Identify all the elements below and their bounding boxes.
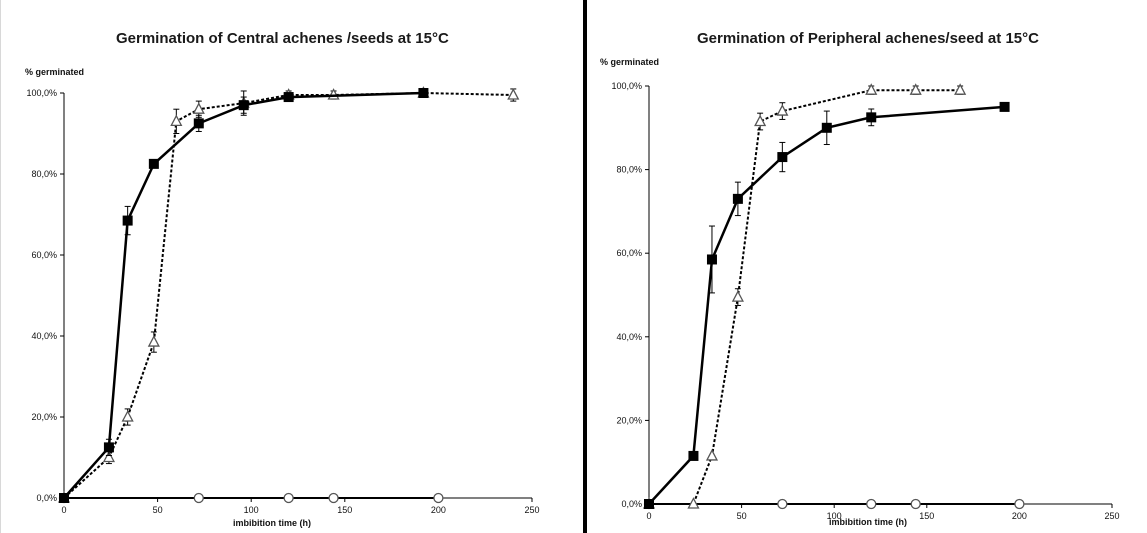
x-axis-label: imbibition time (h): [829, 517, 907, 527]
chart-plot-central: 0 50 100 150 200 250 0,0% 20,0% 40,0% 60,0% 80,0% 1…: [26, 86, 540, 515]
x-tick-label: 250: [524, 505, 539, 515]
x-tick-label: 150: [337, 505, 352, 515]
y-tick-label: 40,0%: [616, 332, 642, 342]
y-tick-label: 100,0%: [611, 81, 642, 91]
data-point-triangle: [102, 450, 116, 463]
y-tick-label: 60,0%: [31, 250, 57, 260]
data-point-circle: [777, 498, 788, 510]
x-tick-label: 200: [431, 505, 446, 515]
chart-plot-peripheral: 0 50 100 150 200 250 0,0% 20,0% 40,0% 60,0% 80,0% 1…: [611, 81, 1119, 521]
panel-divider: [583, 0, 587, 533]
data-point-triangle: [954, 83, 967, 95]
x-tick-label: 0: [646, 511, 651, 521]
series-line-filled-square: [648, 105, 1005, 505]
series-line-filled-square: [63, 91, 424, 499]
data-point-square: [706, 254, 717, 265]
data-point-square: [193, 118, 204, 129]
data-point-triangle: [170, 114, 183, 126]
data-point-square: [999, 101, 1010, 112]
data-point-square: [644, 499, 654, 509]
x-tick-label: 250: [1104, 511, 1119, 521]
data-point-square: [777, 152, 788, 163]
y-tick-label: 20,0%: [616, 415, 642, 425]
data-point-square: [122, 215, 133, 226]
x-tick-label: 100: [244, 505, 259, 515]
chart-title: Germination of Peripheral achenes/seed a…: [697, 30, 1039, 47]
data-point-triangle: [687, 497, 700, 509]
y-tick-label: 80,0%: [616, 165, 642, 175]
data-point-triangle: [754, 114, 767, 127]
x-tick-label: 150: [919, 511, 934, 521]
y-tick-label: 40,0%: [31, 331, 57, 341]
data-point-triangle: [776, 104, 789, 116]
data-point-square: [103, 442, 114, 453]
data-point-circle: [1014, 498, 1025, 510]
y-axis-label: % germinated: [600, 57, 660, 67]
chart-panel-central: Germination of Central achenes /seeds at…: [0, 0, 540, 533]
data-point-triangle: [192, 102, 205, 114]
data-point-square: [59, 493, 69, 503]
data-point-square: [866, 112, 877, 123]
data-point-square: [688, 450, 699, 461]
x-tick-label: 200: [1012, 511, 1027, 521]
chart-title: Germination of Central achenes /seeds at…: [116, 30, 449, 47]
x-tick-label: 50: [153, 505, 163, 515]
data-point-square: [238, 100, 249, 111]
y-tick-label: 0,0%: [621, 499, 642, 509]
y-axis-label: % germinated: [25, 67, 85, 77]
x-axis-label: imbibition time (h): [233, 518, 311, 528]
data-point-triangle: [731, 290, 744, 302]
x-tick-label: 100: [827, 511, 842, 521]
data-point-square: [283, 92, 294, 103]
data-point-triangle: [507, 88, 520, 100]
y-tick-label: 60,0%: [616, 248, 642, 258]
data-point-circle: [328, 492, 339, 504]
y-tick-label: 100,0%: [26, 88, 57, 98]
data-point-circle: [433, 492, 444, 504]
data-point-triangle: [147, 335, 160, 347]
data-point-triangle: [865, 83, 878, 95]
data-point-square: [821, 122, 832, 133]
data-point-square: [732, 193, 743, 204]
y-tick-label: 80,0%: [31, 169, 57, 179]
x-tick-label: 0: [61, 505, 66, 515]
data-point-square: [148, 158, 159, 169]
y-tick-label: 0,0%: [36, 493, 57, 503]
data-point-circle: [283, 492, 294, 504]
series-line-open-triangle: [63, 91, 514, 499]
x-tick-label: 50: [737, 511, 747, 521]
data-point-circle: [193, 492, 204, 504]
y-tick-label: 20,0%: [31, 412, 57, 422]
data-point-triangle: [909, 83, 922, 95]
data-point-circle: [866, 498, 877, 510]
chart-panel-peripheral: Germination of Peripheral achenes/seed a…: [587, 0, 1147, 533]
data-point-circle: [910, 498, 921, 510]
data-point-triangle: [705, 449, 719, 461]
data-point-square: [418, 88, 429, 98]
series-line-open-triangle: [649, 89, 961, 505]
data-point-triangle: [121, 410, 134, 422]
